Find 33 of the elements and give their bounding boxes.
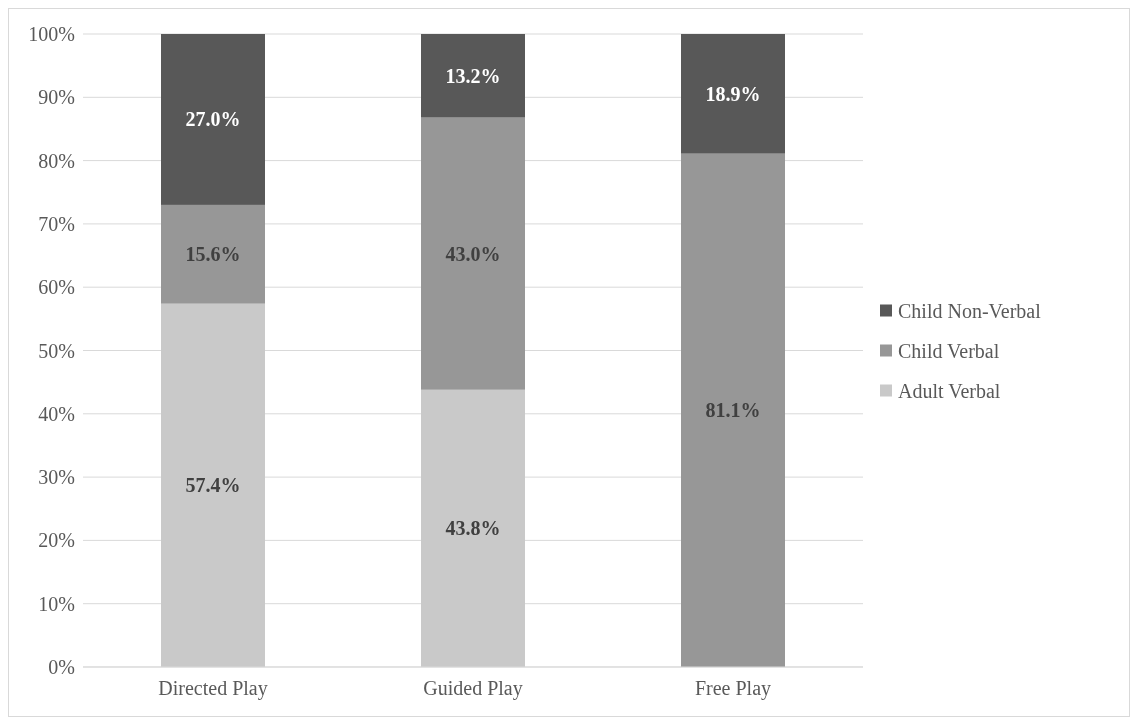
data-label: 57.4% bbox=[185, 474, 241, 497]
y-tick-label: 80% bbox=[38, 149, 75, 172]
x-tick-label: Directed Play bbox=[158, 677, 268, 700]
y-tick-label: 60% bbox=[38, 276, 75, 299]
legend-label: Adult Verbal bbox=[898, 379, 1001, 402]
y-tick-label: 10% bbox=[38, 592, 75, 615]
data-label: 27.0% bbox=[185, 108, 241, 131]
data-label: 15.6% bbox=[185, 243, 241, 266]
data-label: 13.2% bbox=[445, 64, 501, 87]
y-tick-label: 90% bbox=[38, 86, 75, 109]
y-tick-label: 50% bbox=[38, 339, 75, 362]
y-tick-label: 20% bbox=[38, 529, 75, 552]
x-tick-label: Free Play bbox=[694, 677, 772, 700]
bar bbox=[421, 34, 525, 118]
bar bbox=[161, 204, 265, 304]
legend-label: Child Verbal bbox=[898, 339, 1000, 362]
bar bbox=[421, 117, 525, 390]
y-tick-label: 70% bbox=[38, 212, 75, 235]
y-tick-label: 30% bbox=[38, 466, 75, 489]
data-label: 81.1% bbox=[705, 399, 761, 422]
x-tick-label: Guided Play bbox=[423, 677, 523, 700]
bar bbox=[421, 389, 525, 667]
legend-label: Child Non-Verbal bbox=[898, 299, 1042, 322]
y-tick-label: 0% bbox=[48, 656, 75, 678]
bar bbox=[681, 153, 785, 667]
data-label: 43.0% bbox=[445, 242, 501, 265]
y-tick-label: 40% bbox=[38, 402, 75, 425]
data-label: 43.8% bbox=[445, 517, 501, 540]
bar bbox=[681, 34, 785, 154]
bar bbox=[161, 34, 265, 205]
y-tick-label: 100% bbox=[28, 23, 75, 45]
data-label: 18.9% bbox=[705, 82, 761, 105]
bar bbox=[161, 303, 265, 667]
